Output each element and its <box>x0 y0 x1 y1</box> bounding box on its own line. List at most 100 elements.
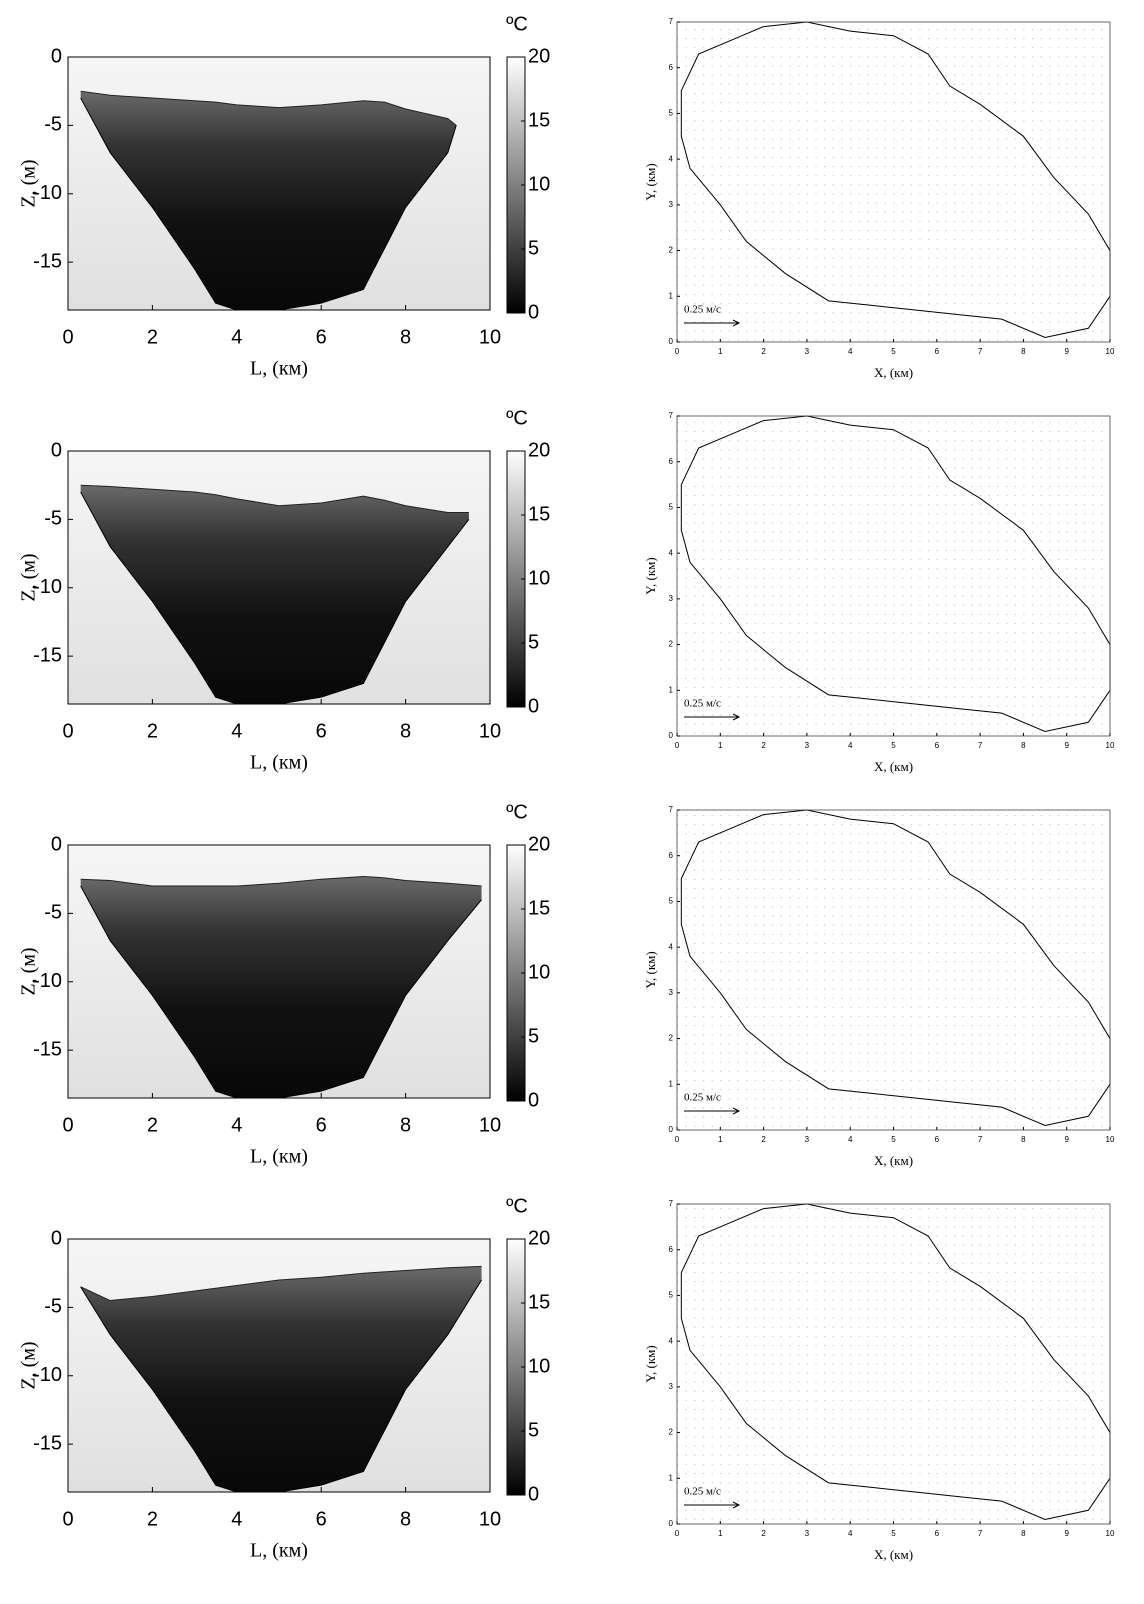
x-tick-label: 2 <box>147 326 158 348</box>
x-axis-label: L, (км) <box>250 752 308 774</box>
y-tick-label: 2 <box>669 1034 674 1043</box>
x-tick-label: 10 <box>479 720 501 742</box>
colorbar-label: ºC <box>506 407 528 429</box>
x-tick-label: 7 <box>978 741 983 750</box>
grid-dots <box>677 1204 1110 1524</box>
x-tick-label: 9 <box>1064 1529 1069 1538</box>
axes-frame <box>67 450 491 705</box>
x-tick-label: 4 <box>848 1529 853 1538</box>
x-tick-label: 10 <box>479 326 501 348</box>
colorbar-tick-label: 20 <box>528 439 550 461</box>
y-tick-label: 7 <box>669 1199 674 1208</box>
y-tick-label: -15 <box>33 1432 62 1454</box>
x-axis-label: L, (км) <box>250 1146 308 1168</box>
x-axis-label: X, (км) <box>874 1153 913 1168</box>
y-tick-label: 5 <box>669 897 674 906</box>
y-tick-label: 0 <box>669 731 674 740</box>
colorbar-tick-label: 15 <box>528 897 550 919</box>
axes-frame <box>67 56 491 311</box>
y-axis-label: Z, (м) <box>18 947 40 995</box>
colorbar-tick-label: 10 <box>528 961 550 983</box>
x-tick-label: 7 <box>978 1135 983 1144</box>
reference-label: 0.25 м/с <box>684 1486 721 1498</box>
grid-dots <box>677 416 1110 736</box>
colorbar-tick-label: 0 <box>528 1483 539 1505</box>
x-tick-label: 10 <box>1106 347 1115 356</box>
colorbar-tick-label: 5 <box>528 1025 539 1047</box>
x-tick-label: 2 <box>761 347 766 356</box>
y-axis-label: Y, (км) <box>643 163 658 200</box>
x-tick-label: 4 <box>848 741 853 750</box>
axes-frame <box>67 1238 491 1493</box>
y-tick-label: 4 <box>669 548 674 557</box>
x-tick-label: 0 <box>675 741 680 750</box>
x-tick-label: 3 <box>805 741 810 750</box>
x-tick-label: 6 <box>316 1508 327 1530</box>
y-axis-label: Z, (м) <box>18 1341 40 1389</box>
y-tick-label: 0 <box>51 45 62 67</box>
x-tick-label: 0 <box>62 326 73 348</box>
surface-line <box>80 1265 482 1302</box>
x-tick-label: 10 <box>1106 1529 1115 1538</box>
x-tick-label: 10 <box>1106 1135 1115 1144</box>
colorbar-tick-label: 20 <box>528 1227 550 1249</box>
colorbar-label: ºC <box>506 13 528 35</box>
y-tick-label: 3 <box>669 200 674 209</box>
x-tick-label: 2 <box>147 1508 158 1530</box>
x-tick-label: 0 <box>62 1508 73 1530</box>
x-tick-label: 4 <box>231 1114 242 1136</box>
colorbar-tick-label: 15 <box>528 109 550 131</box>
surface-line <box>80 484 469 514</box>
x-tick-label: 4 <box>848 347 853 356</box>
grid-dots <box>677 810 1110 1130</box>
reference-label: 0.25 м/с <box>684 304 721 316</box>
colorbar-tick-label: 10 <box>528 567 550 589</box>
x-tick-label: 9 <box>1064 1135 1069 1144</box>
x-tick-label: 0 <box>62 720 73 742</box>
y-axis-label: Z, (м) <box>18 553 40 601</box>
colorbar-label: ºC <box>506 1195 528 1217</box>
y-tick-label: 3 <box>669 988 674 997</box>
reference-arrow <box>684 319 741 327</box>
x-tick-label: 0 <box>675 347 680 356</box>
y-tick-label: 7 <box>669 411 674 420</box>
x-tick-label: 3 <box>805 1529 810 1538</box>
x-tick-label: 8 <box>1021 741 1026 750</box>
colorbar-tick-label: 10 <box>528 173 550 195</box>
y-tick-label: 0 <box>51 1227 62 1249</box>
x-tick-label: 8 <box>400 720 411 742</box>
x-tick-label: 5 <box>891 1529 896 1538</box>
x-tick-label: 1 <box>718 1135 723 1144</box>
x-tick-label: 4 <box>231 1508 242 1530</box>
y-tick-label: -15 <box>33 250 62 272</box>
x-axis-label: X, (км) <box>874 1547 913 1562</box>
x-tick-label: 7 <box>978 347 983 356</box>
x-tick-label: 8 <box>1021 1135 1026 1144</box>
y-axis-label: Z, (м) <box>18 159 40 207</box>
y-tick-label: -5 <box>44 902 62 924</box>
x-tick-label: 2 <box>761 741 766 750</box>
colorbar-tick-label: 20 <box>528 45 550 67</box>
reference-label: 0.25 м/с <box>684 698 721 710</box>
y-tick-label: 4 <box>669 1336 674 1345</box>
x-tick-label: 2 <box>761 1529 766 1538</box>
y-tick-label: 0 <box>669 1519 674 1528</box>
y-tick-label: -10 <box>33 182 62 204</box>
y-tick-label: 3 <box>669 1382 674 1391</box>
x-tick-label: 8 <box>1021 1529 1026 1538</box>
y-tick-label: 1 <box>669 1079 674 1088</box>
x-tick-label: 3 <box>805 347 810 356</box>
y-tick-label: -15 <box>33 1038 62 1060</box>
y-tick-label: -5 <box>44 1296 62 1318</box>
x-tick-label: 10 <box>1106 741 1115 750</box>
y-tick-label: -5 <box>44 508 62 530</box>
y-axis-label: Y, (км) <box>643 951 658 988</box>
x-tick-label: 0 <box>62 1114 73 1136</box>
x-axis-label: X, (км) <box>874 759 913 774</box>
x-tick-label: 6 <box>935 1135 940 1144</box>
y-tick-label: 7 <box>669 805 674 814</box>
y-tick-label: 1 <box>669 1473 674 1482</box>
x-tick-label: 6 <box>316 1114 327 1136</box>
x-tick-label: 4 <box>848 1135 853 1144</box>
